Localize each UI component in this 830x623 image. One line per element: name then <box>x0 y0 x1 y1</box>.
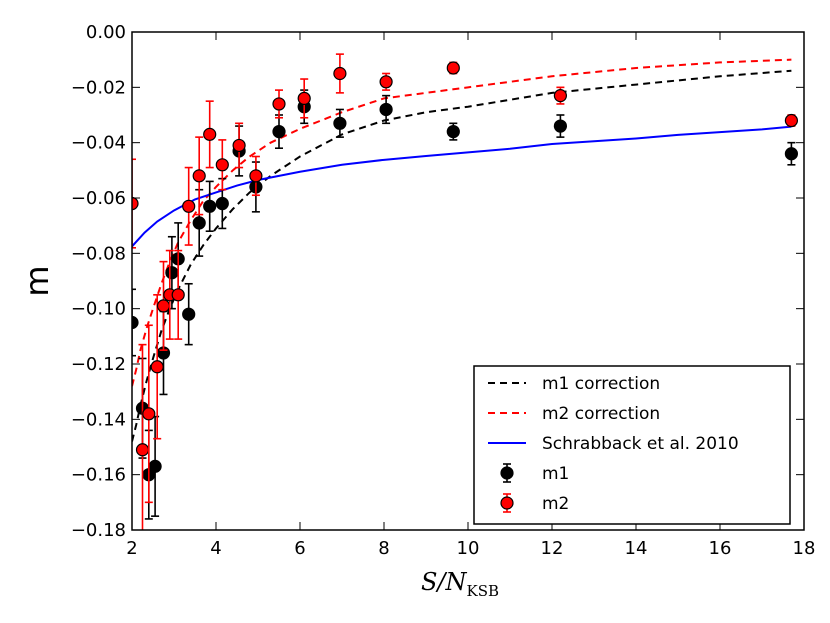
data-point <box>784 113 799 128</box>
label-layer: m S/NKSB <box>18 265 499 600</box>
plot-layer <box>132 53 799 530</box>
data-point <box>232 138 246 153</box>
x-axis-label-sub: KSB <box>467 582 500 600</box>
y-axis-label: m <box>18 265 56 296</box>
data-point <box>553 119 568 133</box>
data-point <box>148 459 162 473</box>
data-point <box>446 125 460 139</box>
data-point <box>333 66 347 81</box>
data-point <box>150 360 164 374</box>
x-tick-label: 2 <box>126 538 137 559</box>
x-tick-label: 16 <box>709 538 732 559</box>
y-tick-label: −0.18 <box>71 520 126 541</box>
tick-layer: 2 4 6 8 10 12 14 16 18 0.00 −0.02 −0.04 −0.06 −0.08 −0… <box>71 22 816 559</box>
data-point <box>297 91 311 106</box>
x-tick-label: 10 <box>457 538 480 559</box>
data-point <box>272 97 286 111</box>
series-m2 <box>132 53 799 530</box>
data-point <box>379 102 393 117</box>
series-line <box>132 125 792 248</box>
legend-label: m1 correction <box>542 374 660 394</box>
x-tick-label: 8 <box>378 538 389 559</box>
series-line <box>132 58 792 387</box>
x-tick-label: 14 <box>625 538 648 559</box>
x-tick-label: 6 <box>294 538 305 559</box>
data-point <box>192 169 206 183</box>
y-tick-label: −0.12 <box>71 354 126 375</box>
x-tick-label: 12 <box>541 538 564 559</box>
data-point <box>182 199 196 213</box>
legend-label: Schrabback et al. 2010 <box>542 434 739 454</box>
y-tick-label: −0.04 <box>71 133 126 154</box>
y-tick-label: −0.10 <box>71 299 126 320</box>
legend-marker <box>500 496 514 510</box>
legend-label: m1 <box>542 464 569 484</box>
data-point <box>165 266 179 280</box>
legend-marker <box>500 466 514 480</box>
y-tick-label: 0.00 <box>86 22 126 43</box>
data-point <box>784 147 799 161</box>
data-point <box>379 75 393 89</box>
data-point <box>156 299 171 313</box>
data-point <box>132 315 139 330</box>
data-point <box>182 307 196 321</box>
data-point <box>249 169 263 183</box>
plot-area <box>132 53 799 530</box>
data-point <box>171 288 185 302</box>
data-point <box>142 407 156 421</box>
data-point <box>192 216 206 230</box>
legend-label: m2 <box>542 494 569 514</box>
data-point <box>333 116 347 130</box>
data-point <box>272 125 286 139</box>
data-point <box>215 196 229 211</box>
x-tick-label: 4 <box>210 538 221 559</box>
legend-label: m2 correction <box>542 404 660 424</box>
y-tick-label: −0.16 <box>71 465 126 486</box>
data-point <box>203 199 217 213</box>
legend: m1 correction m2 correction Schrabback et … <box>473 365 791 525</box>
y-tick-label: −0.14 <box>71 409 126 430</box>
data-point <box>132 196 139 211</box>
legend-box <box>473 365 791 525</box>
x-tick-label: 18 <box>793 538 816 559</box>
data-point <box>446 61 460 75</box>
x-axis-label: S/NKSB <box>421 568 499 600</box>
data-point <box>215 158 229 172</box>
y-tick-label: −0.08 <box>71 243 126 264</box>
data-point <box>135 443 150 457</box>
y-tick-label: −0.06 <box>71 188 126 209</box>
data-point <box>553 89 568 103</box>
y-tick-label: −0.02 <box>71 77 126 98</box>
x-axis-label-main: S/N <box>421 568 468 596</box>
data-point <box>203 127 217 141</box>
